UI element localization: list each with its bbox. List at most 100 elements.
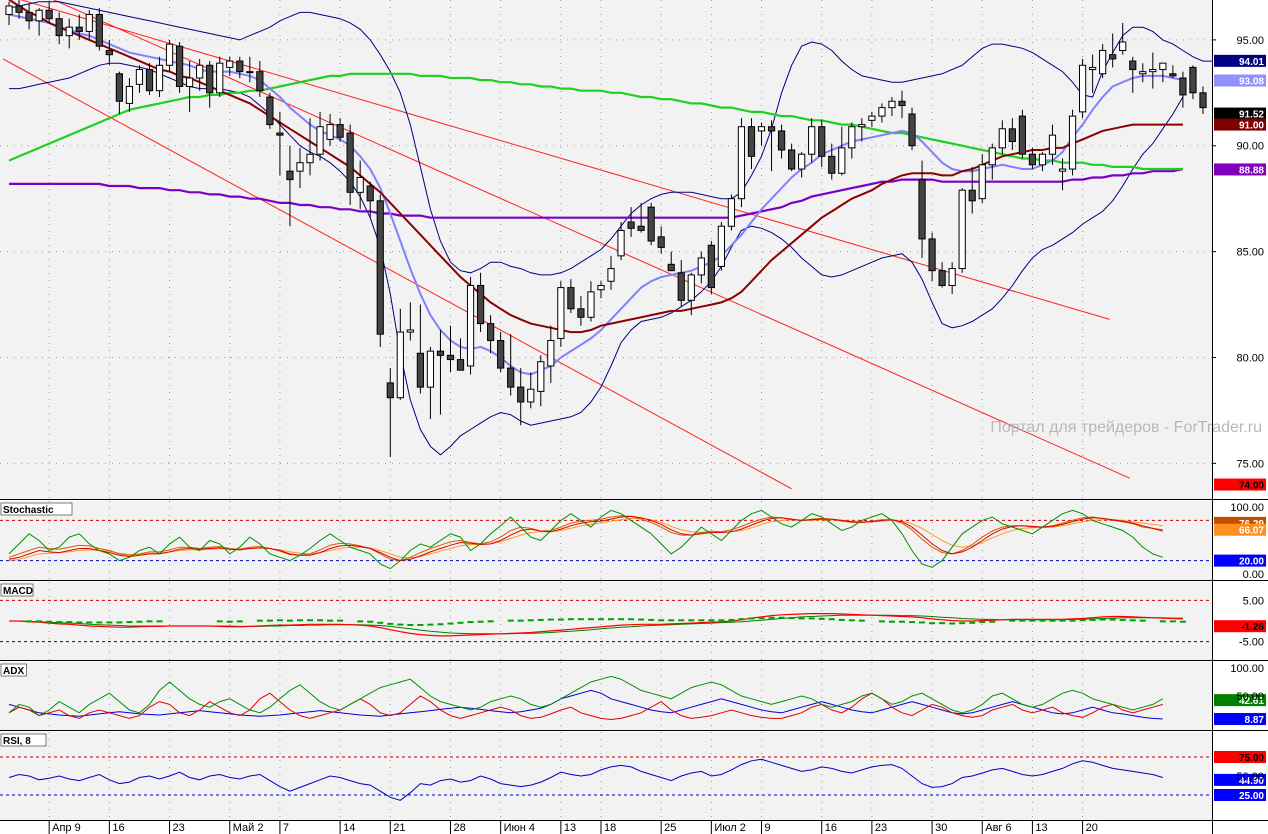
candle-body	[607, 268, 615, 282]
candle-body	[145, 69, 154, 92]
candle-body	[697, 257, 705, 276]
badge-label: 25.00	[1239, 791, 1264, 802]
candle-body	[436, 350, 445, 356]
candle-body	[366, 185, 374, 202]
candle	[286, 145, 294, 227]
badge-label: 20.00	[1239, 557, 1264, 568]
candle	[296, 147, 304, 189]
plus-di-line	[8, 675, 1164, 717]
watermark: Портал для трейдеров - ForTrader.ru	[990, 419, 1262, 436]
candle	[186, 61, 194, 112]
candle-body	[888, 100, 896, 109]
candle	[236, 56, 244, 78]
price-badge: 44.90	[1214, 773, 1266, 787]
candle	[25, 3, 33, 30]
candle-body	[717, 225, 725, 267]
y-tick-label: 0.00	[1243, 569, 1264, 581]
candle	[55, 12, 63, 45]
candle	[587, 281, 595, 322]
candle	[617, 221, 625, 261]
candle-body	[818, 126, 826, 157]
candle	[386, 368, 394, 458]
price-badge: 93.08	[1214, 74, 1266, 88]
candle-body	[687, 274, 695, 301]
candle	[306, 118, 314, 176]
candle	[858, 118, 866, 142]
panel-adx: ADX	[0, 663, 1164, 721]
badge-label: 42.61	[1239, 696, 1264, 707]
candle	[1038, 152, 1047, 172]
badge-bg	[1214, 554, 1266, 567]
panel-title: MACD	[3, 586, 33, 597]
candle	[487, 315, 495, 354]
panel-title-bg	[0, 663, 27, 677]
panel-title-bg	[0, 583, 34, 597]
candle	[938, 262, 946, 288]
panel-title-bg	[0, 733, 47, 747]
candle-body	[35, 9, 43, 22]
candle-body	[1179, 77, 1187, 96]
candle-body	[898, 100, 906, 107]
panel-title: RSI, 8	[3, 736, 31, 747]
candle-body	[1149, 69, 1157, 73]
candle	[978, 154, 986, 203]
candle-body	[396, 331, 404, 399]
candle-body	[878, 107, 886, 117]
macd-line	[9, 612, 1183, 637]
candle	[1129, 56, 1137, 93]
x-tick-label: 16	[825, 822, 837, 834]
trend-line	[20, 0, 1110, 320]
badge-bg	[1214, 54, 1266, 67]
candle	[1159, 62, 1167, 83]
candle	[75, 14, 83, 40]
candle	[476, 272, 485, 333]
candle	[155, 56, 164, 98]
candle	[346, 124, 354, 206]
candle	[908, 107, 916, 150]
candle	[1048, 124, 1057, 165]
candle-body	[507, 367, 515, 388]
candle	[808, 118, 816, 163]
candle	[507, 334, 515, 396]
candle-body	[55, 18, 63, 37]
candle-body	[456, 359, 465, 371]
candle-body	[567, 287, 575, 310]
candle	[456, 338, 465, 371]
candle-body	[1078, 64, 1087, 113]
candle	[537, 355, 545, 407]
price-badge: 20.00	[1214, 554, 1266, 568]
price-badge: 8.87	[1214, 713, 1266, 726]
x-tick-label: Авг 6	[985, 822, 1011, 834]
candle-body	[386, 382, 394, 399]
y-tick-label: 80.00	[1236, 352, 1264, 364]
badge-bg	[1214, 163, 1266, 176]
price-badge: 94.01	[1214, 54, 1266, 68]
candle	[196, 58, 204, 91]
candle	[958, 188, 966, 273]
badge-label: 8.87	[1245, 715, 1265, 726]
candle-body	[216, 62, 224, 94]
candle-body	[226, 60, 234, 68]
candle	[256, 61, 264, 98]
candle-body	[747, 126, 756, 157]
candle	[918, 160, 926, 258]
candle	[1119, 22, 1127, 55]
candle-body	[677, 272, 685, 301]
panel-stoch: Stochastic	[0, 502, 1212, 570]
candle	[1008, 118, 1016, 150]
candle-body	[196, 64, 204, 79]
candle	[637, 202, 645, 233]
candle	[135, 65, 144, 93]
candle	[757, 122, 766, 146]
candle	[767, 120, 776, 172]
candle-body	[497, 340, 505, 369]
candle	[898, 90, 906, 119]
y-tick-label: 75.00	[1236, 458, 1264, 470]
candle-body	[838, 147, 846, 174]
candle-body	[326, 124, 334, 140]
candle	[777, 124, 786, 159]
ma-blue	[8, 13, 1184, 376]
badge-label: 91.52	[1239, 110, 1264, 121]
x-tick-label: 18	[604, 822, 616, 834]
candle	[577, 296, 585, 326]
